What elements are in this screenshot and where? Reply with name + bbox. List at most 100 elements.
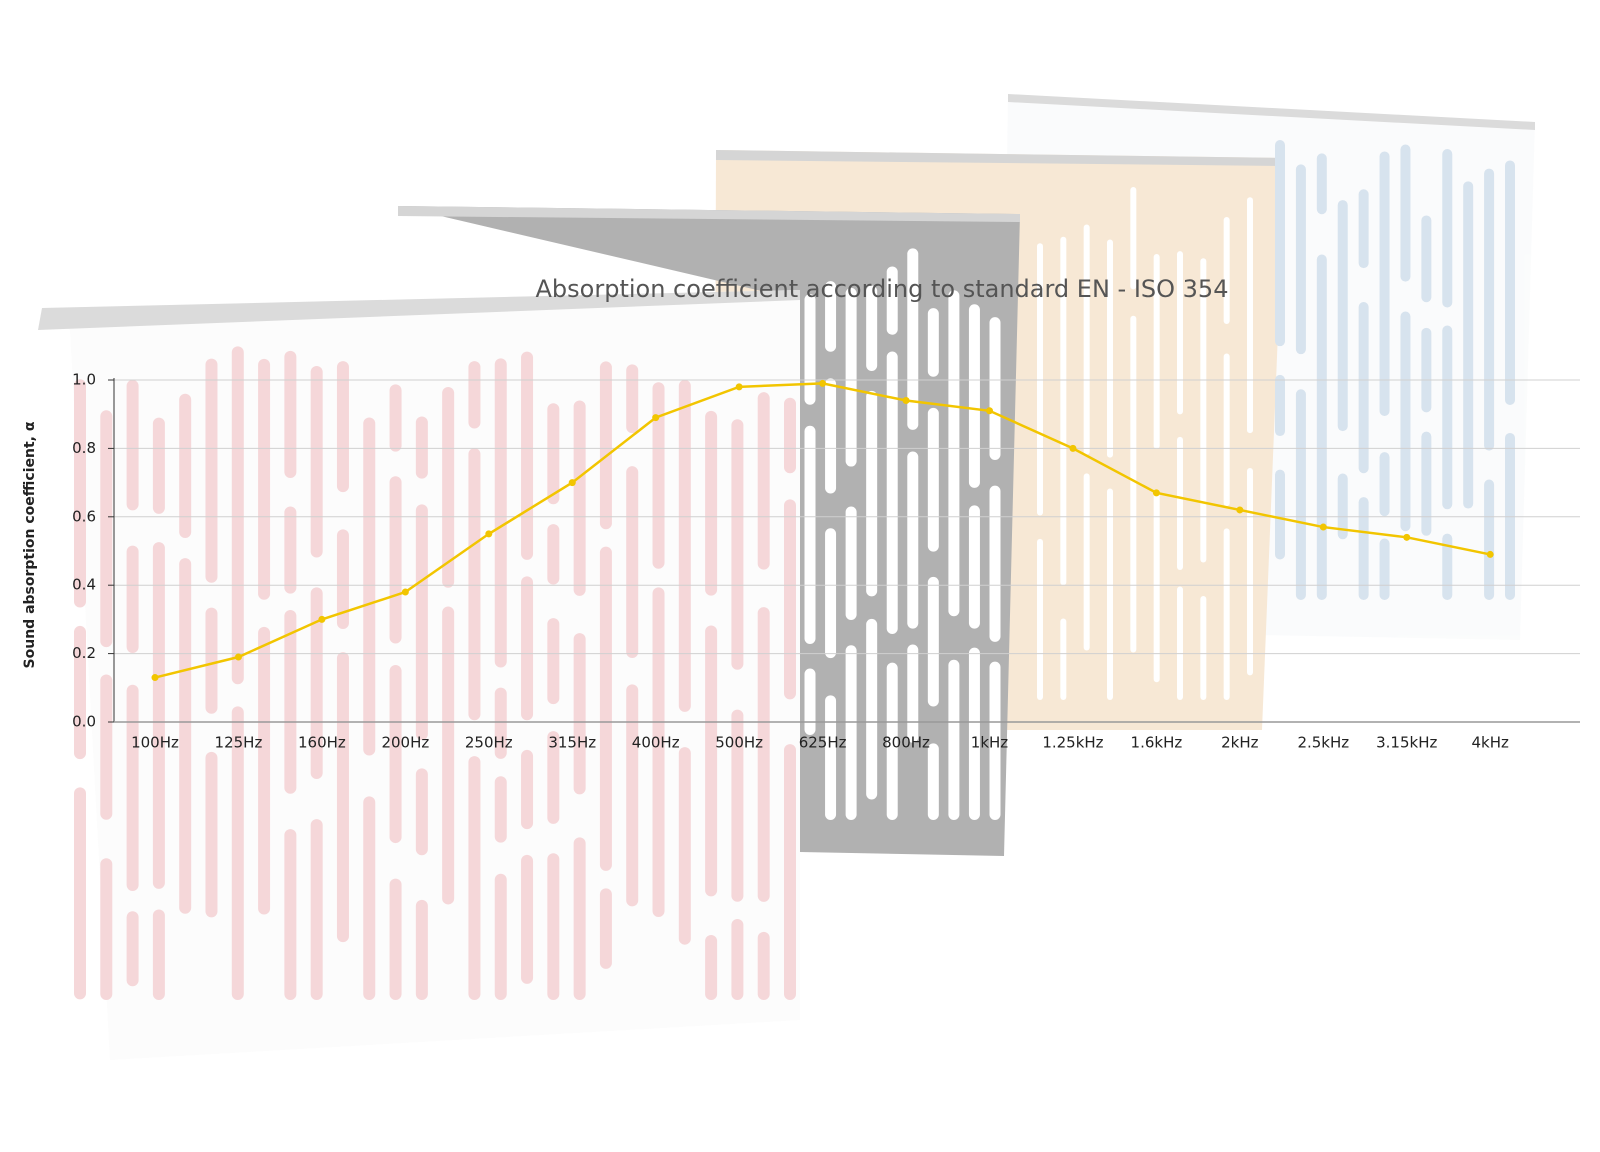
y-tick-label: 0.2 <box>72 644 96 662</box>
panel-slot <box>205 358 218 583</box>
panel-slot <box>573 633 586 795</box>
panel-slot <box>310 587 323 779</box>
panel-slot <box>1247 197 1253 434</box>
panel-slot <box>678 747 691 945</box>
x-tick-label: 625Hz <box>799 734 847 752</box>
panel-slot <box>389 665 402 844</box>
panel-slot <box>825 695 837 820</box>
x-tick-label: 1kHz <box>971 734 1009 752</box>
data-point <box>1069 444 1077 452</box>
y-axis-title: Sound absorption coefficient, α <box>22 421 38 668</box>
panel-slot <box>415 416 428 479</box>
panel-slot <box>1130 186 1137 290</box>
panel-slot <box>547 731 560 824</box>
panel-slot <box>784 499 796 700</box>
x-tick-label: 2.5kHz <box>1297 734 1349 752</box>
x-tick-label: 4kHz <box>1472 734 1510 752</box>
panel-slot <box>907 248 919 430</box>
panel-slot <box>626 364 639 434</box>
panel-slot <box>757 931 770 1000</box>
panel-slot <box>1358 497 1369 600</box>
panel-slot <box>1037 243 1043 516</box>
panel-slot <box>599 546 612 871</box>
panel-slot <box>1153 489 1160 683</box>
panel-slot <box>126 545 139 653</box>
chart-title: Absorption coefficient according to stan… <box>536 275 1229 303</box>
panel-slot <box>521 576 534 721</box>
y-tick-label: 0.6 <box>72 507 96 525</box>
panel-slot <box>1358 189 1369 269</box>
panel-slot <box>415 504 428 741</box>
panel-white <box>1000 94 1535 640</box>
panel-slot <box>494 358 507 668</box>
panel-slot <box>284 350 297 479</box>
data-point <box>485 530 493 538</box>
panel-slot <box>363 796 376 1000</box>
panel-edge <box>38 290 800 330</box>
panel-slot <box>626 466 639 659</box>
panel-slot <box>1153 253 1160 449</box>
x-tick-label: 315Hz <box>548 734 596 752</box>
panel-slot <box>389 476 402 644</box>
panel-slot <box>1223 528 1230 700</box>
panel-slot <box>652 587 665 918</box>
panel-edge <box>398 206 1020 222</box>
panel-slot <box>731 419 744 670</box>
panel-slot <box>1316 153 1327 215</box>
data-point <box>1486 550 1494 558</box>
panel-slot <box>731 709 744 902</box>
panel-slot <box>74 787 86 1000</box>
panel-slot <box>1060 236 1067 586</box>
data-point <box>986 407 993 415</box>
panel-slot <box>336 361 349 493</box>
panel-slot <box>804 294 816 405</box>
panel-slot <box>968 647 980 820</box>
panel-slot <box>1200 595 1207 700</box>
panel-slot <box>363 417 376 756</box>
y-tick-label: 0.0 <box>72 713 96 731</box>
panel-slot <box>547 524 560 585</box>
panel-slot <box>336 652 349 943</box>
panel-slot <box>442 606 455 905</box>
panel-slot <box>968 304 980 488</box>
panel-slot <box>310 365 323 558</box>
panel-slot <box>1358 302 1369 474</box>
panel-slot <box>126 911 139 987</box>
panel-slot <box>547 403 560 505</box>
panel-slot <box>1316 254 1327 600</box>
data-point <box>1152 489 1160 497</box>
panel-slot <box>968 505 980 629</box>
panel-slot <box>784 397 796 474</box>
panel-slot <box>927 308 939 377</box>
panel-slot <box>1275 374 1285 437</box>
panel-slot <box>415 768 428 856</box>
panel-slot <box>784 744 796 1000</box>
panel-slot <box>705 625 718 897</box>
panel-slot <box>989 485 1001 642</box>
panel-slot <box>705 410 718 596</box>
panel-front <box>42 290 800 1060</box>
panel-slot <box>1177 251 1183 415</box>
x-tick-label: 500Hz <box>715 734 763 752</box>
panel-slot <box>573 400 586 596</box>
panel-slot <box>1421 327 1432 413</box>
data-point <box>1403 533 1411 541</box>
panel-slot <box>845 645 857 820</box>
x-tick-label: 1.25kHz <box>1042 734 1103 752</box>
panel-slot <box>1442 149 1453 308</box>
panel-slot <box>1177 586 1183 700</box>
panel-slot <box>989 661 1001 820</box>
panel-slot <box>1505 160 1515 406</box>
panel-slot <box>866 390 878 597</box>
background-panels <box>38 94 1535 1060</box>
panel-slot <box>1200 258 1207 563</box>
panel-slot <box>886 266 898 335</box>
panel-slot <box>415 899 428 1000</box>
panel-slot <box>494 873 507 1000</box>
x-tick-label: 800Hz <box>882 734 930 752</box>
panel-slot <box>886 662 898 820</box>
panel-slot <box>310 819 323 1000</box>
panel-slot <box>804 425 816 645</box>
panel-slot <box>521 749 534 830</box>
